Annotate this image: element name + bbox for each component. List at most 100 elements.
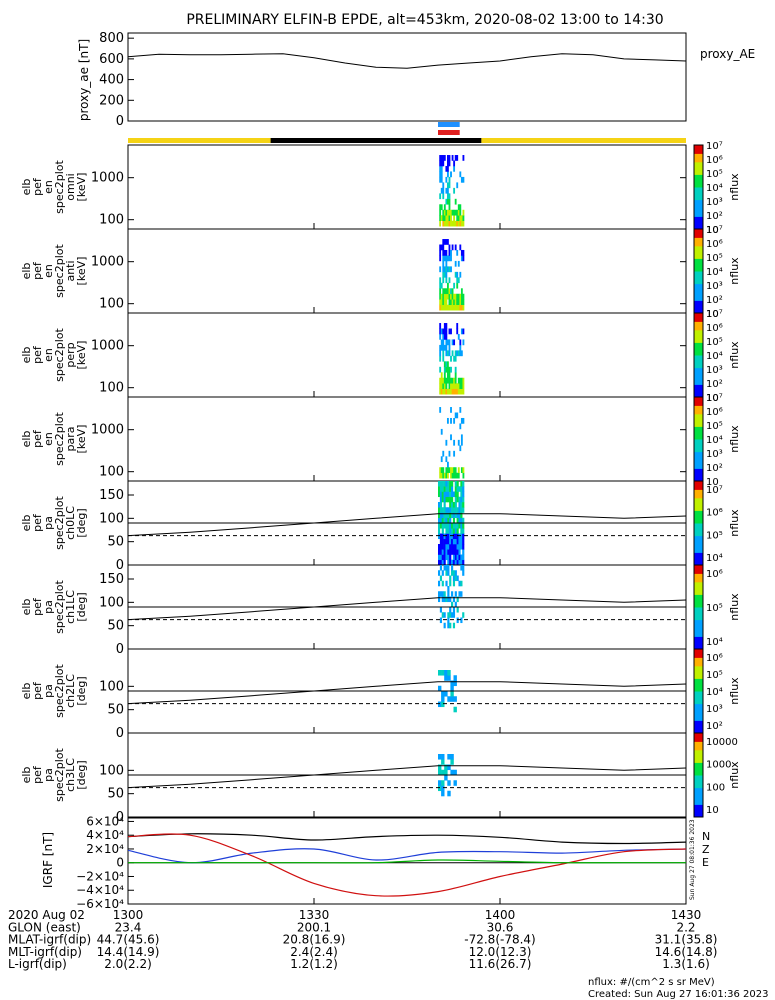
- energy-colorbar-cell: [694, 193, 703, 196]
- energy-spectrogram-pixel: [456, 182, 459, 189]
- energy-spectrogram-pixel: [439, 282, 442, 289]
- footer-row-label: GLON (east): [8, 920, 81, 934]
- energy-spectrogram-pixel: [445, 260, 448, 267]
- pa-ylabel-line: [deg]: [75, 676, 88, 705]
- pa-spectrogram-pixel: [460, 559, 463, 566]
- pa-spectrogram-pixel: [454, 523, 457, 529]
- pa-colorbar-cell: [694, 789, 703, 793]
- pa-colorbar-cell: [694, 766, 703, 770]
- energy-colorbar-cell: [694, 298, 703, 301]
- energy-spectrogram-pixel: [448, 372, 451, 379]
- pa-spectrogram-pixel: [458, 507, 461, 513]
- pa-colorbar-cell: [694, 483, 703, 486]
- energy-spectrogram-pixel: [450, 434, 452, 441]
- energy-spectrogram-pixel: [440, 304, 443, 311]
- energy-spectrogram-pixel: [448, 304, 451, 311]
- pa-spectrogram-pixel: [443, 486, 446, 492]
- energy-spectrogram-pixel: [448, 176, 451, 183]
- energy-colorbar-cell: [694, 478, 703, 482]
- energy-spectrogram-pixel: [457, 209, 460, 216]
- energy-spectrogram-pixel: [442, 249, 445, 256]
- pa-spectrogram-pixel: [458, 533, 461, 540]
- energy-spectrogram-pixel: [456, 472, 459, 479]
- pa-colorbar-cell: [694, 718, 703, 721]
- energy-spectrogram-pixel: [445, 383, 448, 390]
- energy-spectrogram-pixel: [457, 472, 460, 479]
- pa-spectrogram-pixel: [450, 691, 454, 697]
- energy-colorbar-cell: [694, 449, 703, 453]
- energy-colorbar-cell: [694, 334, 703, 337]
- energy-spectrogram-pixel: [440, 215, 443, 222]
- energy-colorbar-cell: [694, 397, 703, 400]
- pa-spectrogram-pixel: [450, 759, 454, 765]
- pa-spectrogram-pixel: [462, 549, 465, 555]
- energy-colorbar-cell: [694, 155, 703, 159]
- energy-spectrogram-pixel: [459, 377, 462, 384]
- energy-spectrogram-pixel: [453, 377, 456, 384]
- energy-colorbar-cell: [694, 250, 703, 253]
- energy-spectrogram-pixel: [439, 171, 442, 178]
- pa-colorbar-cell: [694, 592, 703, 595]
- energy-spectrogram-pixel: [459, 215, 462, 222]
- pa-spectrogram-pixel: [462, 517, 465, 524]
- energy-spectrogram-pixel: [442, 266, 445, 273]
- energy-colorbar-cell: [694, 447, 703, 450]
- pa-spectrogram-pixel: [452, 502, 456, 508]
- pa-colorbar-tick: 1000: [706, 760, 731, 771]
- energy-spectrogram-pixel: [439, 467, 442, 474]
- energy-spectrogram-pixel: [456, 155, 459, 161]
- loss-cone-curve: [127, 681, 687, 705]
- pa-spectrogram-pixel: [441, 691, 445, 697]
- pa-colorbar-cell: [694, 628, 703, 631]
- energy-colorbar-tick: 10⁴: [706, 351, 723, 362]
- pa-colorbar-cell: [694, 699, 703, 702]
- energy-spectrogram-pixel: [451, 220, 454, 227]
- energy-colorbar-cell: [694, 294, 703, 297]
- energy-colorbar-cell: [694, 388, 703, 392]
- pa-colorbar-cell: [694, 735, 703, 738]
- energy-colorbar-tick: 10⁶: [706, 155, 723, 166]
- energy-spectrogram-pixel: [453, 165, 456, 172]
- pa-spectrogram-pixel: [462, 612, 465, 618]
- energy-spectrogram-pixel: [439, 407, 442, 413]
- energy-colorbar-tick: 10: [706, 477, 719, 488]
- pa-colorbar-cell: [694, 560, 703, 564]
- pa-spectrogram-pixel: [456, 538, 459, 545]
- energy-spectrogram-pixel: [443, 328, 446, 335]
- energy-colorbar-cell: [694, 283, 703, 287]
- energy-colorbar-tick: 10⁵: [706, 421, 723, 432]
- energy-spectrogram-pixel: [442, 293, 445, 300]
- energy-spectrogram-pixel: [450, 377, 452, 384]
- pa-spectrogram-pixel: [449, 528, 452, 534]
- energy-colorbar-cell: [694, 189, 703, 192]
- pa-colorbar-cell: [694, 814, 703, 818]
- energy-colorbar-cell: [694, 245, 703, 249]
- pa-colorbar-cell: [694, 550, 703, 553]
- pa-spectrogram-pixel: [462, 544, 465, 550]
- pa-ytick-label: 100: [99, 763, 124, 778]
- energy-colorbar-tick: 10²: [706, 295, 723, 306]
- energy-colorbar-cell: [694, 350, 703, 354]
- energy-spectrogram-pixel: [443, 220, 446, 227]
- pa-spectrogram-pixel: [453, 769, 457, 776]
- pa-spectrogram-pixel: [454, 601, 457, 608]
- pa-ylabel-line: pef: [31, 765, 44, 784]
- pa-spectrogram-pixel: [449, 622, 452, 629]
- energy-spectrogram-pixel: [443, 323, 446, 329]
- energy-spectrogram-pixel: [453, 215, 456, 222]
- pa-spectrogram-pixel: [456, 575, 459, 582]
- pa-spectrogram-pixel: [441, 780, 445, 786]
- pa-spectrogram-pixel: [447, 491, 450, 498]
- footer-cell: 2.2: [676, 920, 695, 934]
- pa-colorbar-cell: [694, 636, 703, 639]
- pa-colorbar-cell: [694, 760, 703, 763]
- pa-colorbar-cell: [694, 764, 703, 768]
- energy-colorbar-cell: [694, 218, 703, 222]
- energy-spectrogram-pixel: [448, 204, 451, 211]
- energy-spectrogram-pixel: [456, 299, 459, 306]
- energy-spectrogram-pixel: [439, 204, 442, 211]
- pa-spectrogram-pixel: [456, 517, 459, 524]
- energy-ylabel-line: spec2plot: [53, 328, 66, 382]
